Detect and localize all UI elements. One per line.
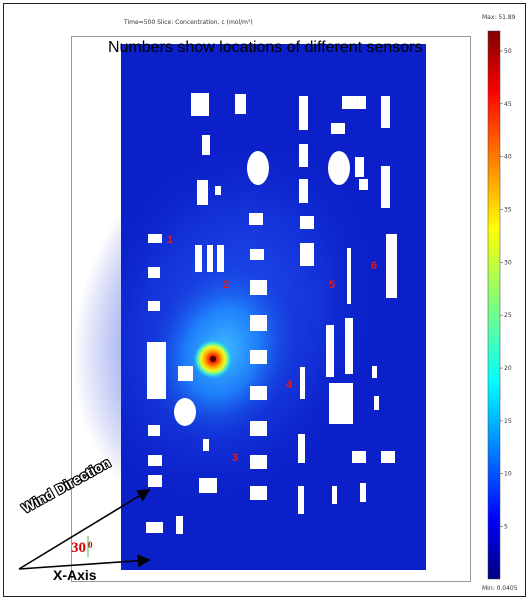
building-obstacle — [250, 386, 267, 400]
building-obstacle — [195, 245, 202, 272]
building-obstacle — [352, 451, 366, 463]
building-obstacle — [250, 315, 267, 331]
sensor-label-3: 3 — [232, 452, 238, 464]
building-obstacle — [148, 475, 162, 487]
building-obstacle — [372, 366, 377, 378]
sensor-labels: 1 2 3 4 5 6 — [167, 234, 377, 464]
building-obstacle — [332, 486, 337, 504]
colorbar-tick-label: 40 — [504, 154, 512, 161]
circular-obstacle — [174, 398, 196, 426]
building-obstacle — [342, 96, 366, 109]
colorbar-ticks: 50 45 40 35 30 25 20 15 10 5 — [500, 48, 512, 531]
figure-frame — [3, 3, 526, 597]
building-obstacle — [250, 421, 267, 436]
building-obstacle — [300, 367, 305, 399]
building-obstacle — [359, 179, 368, 190]
building-obstacle — [299, 144, 308, 167]
plot-subtitle: Numbers show locations of different sens… — [108, 39, 423, 56]
building-obstacle — [148, 425, 160, 436]
building-obstacle — [148, 234, 162, 243]
x-axis-label: X-Axis — [53, 567, 97, 583]
circular-obstacle — [328, 151, 350, 185]
building-obstacle — [381, 451, 395, 463]
sensor-label-1: 1 — [167, 234, 173, 246]
building-obstacle — [300, 216, 314, 229]
time-slice-label: Time=500 Slice: Concentration, c (mol/m³… — [124, 19, 253, 26]
building-obstacle — [381, 96, 390, 128]
colorbar-min-label: Min: 0.0405 — [482, 585, 518, 592]
building-obstacle — [298, 434, 305, 463]
obstacle-layer — [146, 93, 397, 534]
building-obstacle — [298, 486, 304, 514]
building-obstacle — [250, 455, 267, 469]
building-obstacle — [249, 213, 263, 225]
colorbar: 50 45 40 35 30 25 20 15 10 5 — [487, 30, 512, 580]
building-obstacle — [374, 396, 379, 410]
plot-frame: 1 2 3 4 5 6 — [71, 36, 471, 582]
building-obstacle — [355, 157, 364, 177]
colorbar-tick-label: 5 — [504, 524, 508, 531]
building-obstacle — [199, 478, 217, 493]
sensor-label-4: 4 — [286, 379, 293, 391]
building-obstacle — [203, 439, 209, 451]
degree-symbol: 0 — [88, 540, 93, 550]
colorbar-gradient — [487, 30, 501, 580]
building-obstacle — [217, 245, 224, 272]
colorbar-tick-label: 35 — [504, 207, 512, 214]
colorbar-tick-label: 25 — [504, 312, 512, 319]
building-obstacle — [347, 248, 351, 304]
colorbar-tick-label: 50 — [504, 48, 512, 55]
building-obstacle — [197, 180, 208, 205]
concentration-slice-plot: 1 2 3 4 5 6 — [73, 44, 426, 570]
colorbar-tick-label: 20 — [504, 365, 512, 372]
wind-angle-value: 30 — [71, 540, 86, 556]
building-obstacle — [207, 245, 213, 272]
building-obstacle — [381, 166, 390, 208]
colorbar-tick-label: 45 — [504, 101, 512, 108]
building-obstacle — [235, 94, 246, 114]
building-obstacle — [191, 93, 209, 116]
building-obstacle — [386, 234, 397, 298]
building-obstacle — [176, 516, 183, 534]
colorbar-tick-label: 15 — [504, 418, 512, 425]
building-obstacle — [148, 455, 162, 466]
building-obstacle — [299, 96, 308, 130]
colorbar-max-label: Max: 51.89 — [482, 14, 516, 21]
building-obstacle — [178, 366, 193, 381]
sensor-label-2: 2 — [223, 279, 229, 291]
building-obstacle — [250, 249, 264, 260]
building-obstacle — [148, 301, 160, 311]
building-obstacle — [147, 342, 166, 399]
sensor-label-6: 6 — [371, 260, 377, 272]
building-obstacle — [299, 179, 308, 203]
building-obstacle — [250, 280, 267, 295]
building-obstacle — [250, 486, 267, 500]
building-obstacle — [250, 350, 267, 364]
building-obstacle — [360, 483, 366, 502]
building-obstacle — [331, 123, 345, 134]
colorbar-tick-label: 10 — [504, 471, 512, 478]
building-obstacle — [300, 243, 314, 266]
building-obstacle — [215, 186, 221, 195]
building-obstacle — [202, 135, 210, 155]
circular-obstacle — [247, 151, 269, 185]
sensor-label-5: 5 — [329, 279, 335, 291]
building-obstacle — [345, 318, 353, 374]
building-obstacle — [329, 383, 353, 424]
building-obstacle — [146, 522, 163, 533]
colorbar-tick-label: 30 — [504, 259, 512, 266]
building-obstacle — [326, 325, 334, 377]
building-obstacle — [148, 267, 160, 278]
